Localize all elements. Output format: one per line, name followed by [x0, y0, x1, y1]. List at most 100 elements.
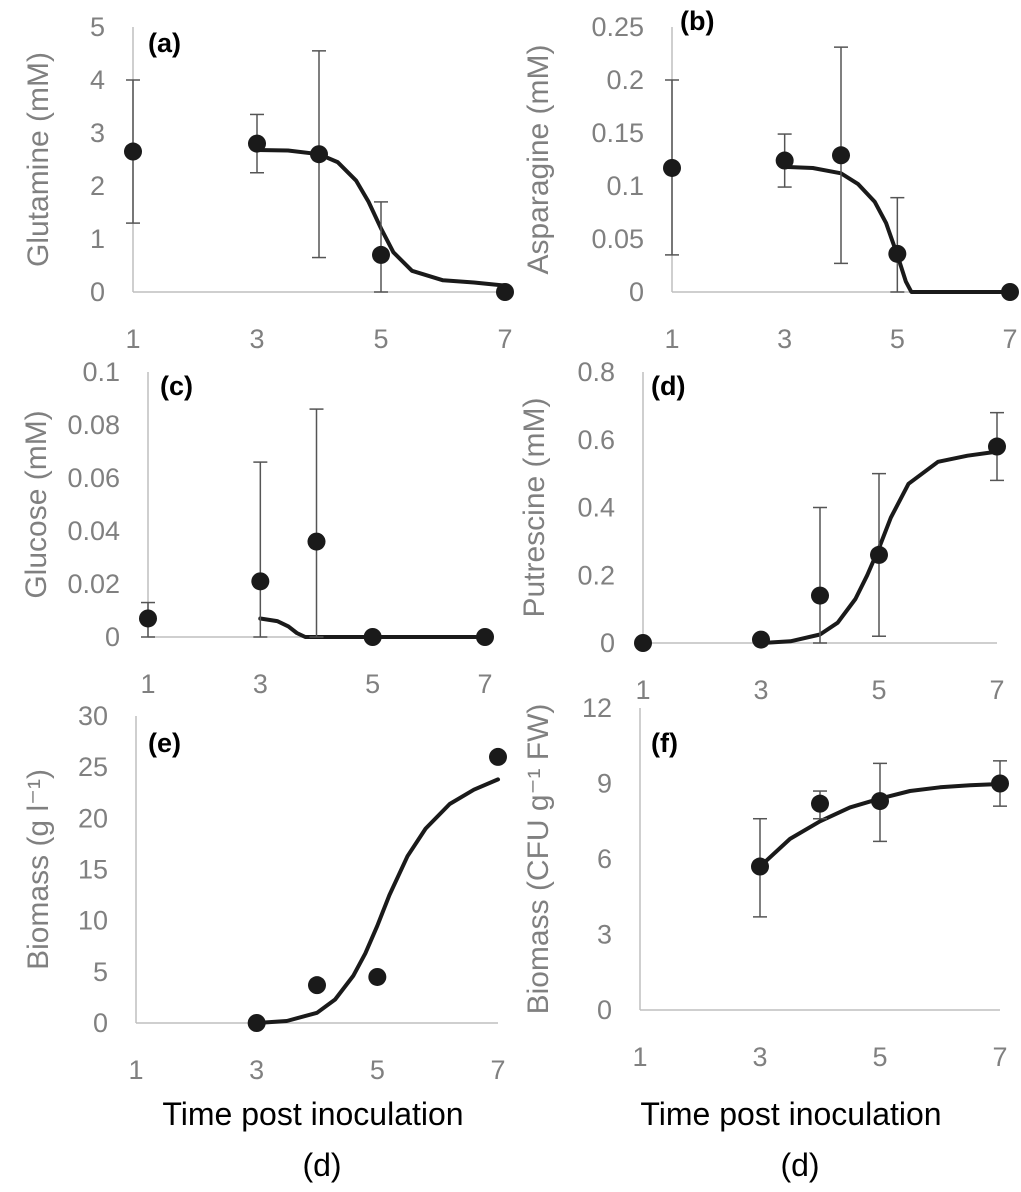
panel-e: 0 5 10 15 20 25 30 1 3 5 7 Biomass (g l⁻¹) (e) [22, 701, 507, 1085]
x-tick-label: 7 [490, 1055, 505, 1085]
x-tick-label: 7 [989, 675, 1004, 705]
data-point [248, 134, 266, 153]
x-tick-label: 7 [497, 324, 512, 354]
data-point [307, 532, 326, 551]
y-axis-label: Asparagine (mM) [522, 44, 555, 274]
panel-d: 0 0.2 0.4 0.6 0.8 1 3 5 7 Putrescine (mM) (d) [518, 357, 1006, 705]
y-tick-label: 15 [78, 855, 108, 885]
x-tick-label: 3 [777, 324, 792, 354]
data-point [139, 609, 157, 628]
y-tick-label: 5 [93, 957, 108, 987]
x-axis-unit-left: (d) [302, 1147, 341, 1183]
data-point [251, 572, 270, 591]
x-tick-label: 5 [872, 1042, 887, 1072]
y-tick-label: 0 [600, 628, 615, 658]
data-point [752, 630, 770, 649]
y-tick-label: 12 [582, 693, 612, 723]
y-tick-label: 0.25 [591, 12, 644, 42]
x-tick-label: 3 [249, 1055, 264, 1085]
fit-curve [254, 777, 500, 1025]
x-tick-label: 1 [128, 1055, 143, 1085]
data-point [368, 967, 387, 986]
data-point [888, 244, 907, 263]
y-axis-label: Biomass (CFU g⁻¹ FW) [522, 704, 555, 1015]
data-point [496, 283, 514, 301]
y-tick-label: 0.1 [82, 357, 120, 387]
y-axis-label: Glucose (mM) [20, 410, 53, 598]
x-tick-label: 5 [890, 324, 905, 354]
x-tick-label: 5 [370, 1055, 385, 1085]
panel-label: (a) [148, 28, 181, 58]
panel-label: (e) [148, 728, 181, 758]
y-tick-label: 0.05 [591, 224, 644, 254]
y-tick-label: 0.1 [606, 171, 644, 201]
data-point [634, 634, 652, 652]
x-tick-label: 1 [632, 1042, 647, 1072]
data-point [988, 437, 1006, 456]
panel-label: (b) [680, 6, 714, 36]
x-tick-label: 5 [365, 669, 380, 699]
fit-curve [782, 164, 1012, 294]
y-tick-label: 0.06 [67, 463, 120, 493]
data-point [991, 774, 1009, 793]
x-tick-label: 1 [635, 675, 650, 705]
data-point [811, 586, 829, 605]
panel-c: 0 0.02 0.04 0.06 0.08 0.1 1 3 5 7 Glucose (mM) (c) [20, 357, 494, 699]
x-tick-label: 1 [664, 324, 679, 354]
data-point [751, 857, 769, 876]
y-tick-label: 0 [90, 277, 105, 307]
x-axis-title-left: Time post inoculation [162, 1096, 463, 1132]
x-tick-label: 7 [992, 1042, 1007, 1072]
x-tick-label: 3 [752, 1042, 767, 1072]
y-tick-label: 25 [78, 752, 108, 782]
panel-label: (f) [651, 728, 678, 758]
y-tick-label: 1 [90, 224, 105, 254]
data-point [476, 628, 494, 646]
data-point [1001, 283, 1019, 301]
x-tick-label: 7 [477, 669, 492, 699]
data-point [811, 794, 829, 813]
y-tick-label: 0.02 [67, 569, 120, 599]
y-tick-label: 10 [78, 906, 108, 936]
y-tick-label: 0 [93, 1008, 108, 1038]
y-axis-label: Glutamine (mM) [22, 52, 55, 267]
y-tick-label: 30 [78, 701, 108, 731]
y-axis-label: Putrescine (mM) [518, 397, 551, 617]
fit-curve [258, 616, 487, 639]
data-point [832, 146, 850, 165]
y-tick-label: 0 [597, 995, 612, 1025]
data-point [870, 545, 888, 564]
y-tick-label: 4 [90, 65, 105, 95]
y-tick-label: 5 [90, 12, 105, 42]
data-point [310, 145, 328, 164]
y-tick-label: 0 [629, 277, 644, 307]
y-tick-label: 0.15 [591, 118, 644, 148]
y-tick-label: 2 [90, 171, 105, 201]
x-tick-label: 5 [871, 675, 886, 705]
x-axis-title-right: Time post inoculation [640, 1096, 941, 1132]
y-tick-label: 0.6 [577, 425, 615, 455]
data-point [775, 151, 794, 170]
x-tick-label: 1 [140, 669, 155, 699]
y-tick-label: 6 [597, 844, 612, 874]
data-point [489, 747, 507, 766]
y-tick-label: 3 [90, 118, 105, 148]
x-tick-label: 7 [1002, 324, 1017, 354]
panel-label: (c) [160, 371, 193, 401]
y-axis-label: Biomass (g l⁻¹) [22, 769, 55, 970]
data-point [363, 628, 382, 646]
data-point [124, 142, 142, 161]
data-point [372, 245, 390, 264]
y-tick-label: 3 [597, 920, 612, 950]
data-point [247, 1014, 266, 1032]
data-point [663, 158, 681, 177]
panel-label: (d) [651, 371, 685, 401]
y-tick-label: 0 [105, 622, 120, 652]
y-tick-label: 0.2 [606, 65, 644, 95]
data-point [871, 792, 889, 811]
y-tick-label: 0.4 [577, 493, 615, 523]
data-point [308, 976, 326, 995]
y-tick-label: 0.2 [577, 560, 615, 590]
